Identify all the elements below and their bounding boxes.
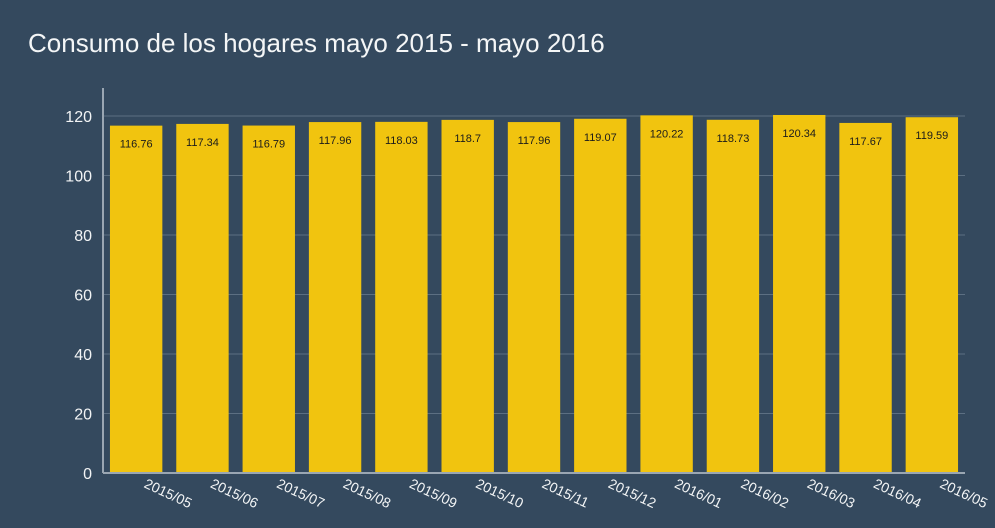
data-label: 118.73 — [717, 133, 750, 145]
y-tick-label: 120 — [65, 109, 92, 126]
x-tick-label: 2016/04 — [871, 475, 924, 511]
data-label: 116.76 — [120, 139, 153, 151]
axis-layer — [102, 88, 965, 474]
bar-layer — [109, 114, 959, 474]
bar-2015/08 — [308, 122, 362, 473]
y-tick-label: 20 — [74, 407, 92, 424]
x-tick-label: 2015/08 — [341, 475, 394, 511]
bar-2016/04 — [839, 122, 892, 473]
x-tick-label: 2016/03 — [805, 475, 858, 511]
data-label: 120.34 — [782, 128, 816, 140]
data-label: 119.59 — [915, 130, 948, 142]
y-tick-label: 60 — [74, 288, 92, 305]
data-label: 117.67 — [849, 136, 882, 148]
y-tick-label: 80 — [74, 228, 92, 245]
data-label: 118.03 — [385, 135, 418, 147]
x-tick-label: 2015/10 — [473, 475, 526, 511]
x-tick-label: 2015/09 — [407, 475, 460, 511]
x-tick-label: 2015/05 — [142, 475, 195, 511]
bar-2015/06 — [176, 123, 229, 473]
bar-2015/10 — [441, 119, 494, 474]
data-label: 117.96 — [319, 135, 352, 147]
bar-2015/11 — [507, 122, 561, 473]
bar-2016/03 — [773, 114, 826, 474]
x-tick-label: 2015/12 — [606, 475, 659, 511]
x-tick-label: 2016/01 — [672, 475, 725, 511]
bar-2015/05 — [109, 125, 163, 473]
bar-2016/02 — [706, 119, 760, 473]
x-tick-label: 2015/11 — [540, 475, 592, 511]
y-tick-label: 100 — [65, 169, 92, 186]
x-tick-label: 2015/07 — [275, 475, 328, 511]
bar-2015/09 — [375, 121, 428, 473]
y-tick-label: 0 — [83, 466, 92, 483]
bar-2015/07 — [242, 125, 295, 474]
bar-2016/01 — [640, 115, 693, 474]
x-tick-label: 2016/02 — [739, 475, 792, 511]
bar-2016/05 — [905, 117, 959, 473]
data-label: 116.79 — [252, 139, 285, 151]
data-label: 120.22 — [650, 128, 684, 140]
x-tick-label: 2015/06 — [208, 475, 261, 511]
data-label: 117.34 — [186, 137, 219, 149]
bar-2015/12 — [574, 118, 627, 473]
data-label: 118.7 — [454, 133, 481, 145]
chart-title: Consumo de los hogares mayo 2015 - mayo … — [28, 28, 605, 58]
x-tick-label: 2016/05 — [938, 475, 991, 511]
data-label: 117.96 — [518, 135, 551, 147]
y-tick-label: 40 — [74, 347, 92, 364]
label-layer: 0 20 40 60 80 100 120 116.76 2015/05 117.34 2015/0… — [65, 109, 990, 511]
data-label: 119.07 — [584, 132, 617, 144]
